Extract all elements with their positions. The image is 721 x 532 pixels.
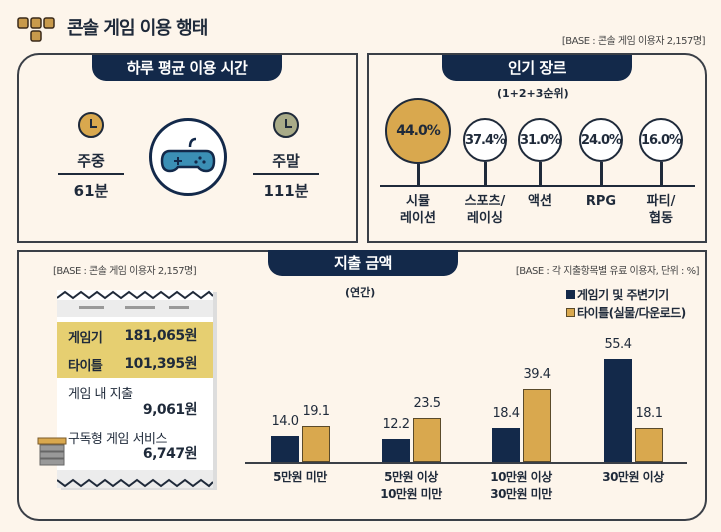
base-note-left: [BASE : 콘솔 게임 이용자 2,157명] xyxy=(53,266,197,277)
genre-bubble: 24.0% xyxy=(579,118,623,162)
legend-swatch xyxy=(566,308,575,317)
weekday-label: 주중 xyxy=(77,152,105,170)
receipt-label: 구독형 게임 서비스 xyxy=(68,432,167,447)
data-label: 14.0 xyxy=(271,413,299,429)
genre-bubble: 44.0% xyxy=(385,98,451,164)
data-label: 23.5 xyxy=(413,396,441,412)
bar xyxy=(413,418,441,462)
category-label: 5만원 미만 xyxy=(273,470,327,484)
genre-stem xyxy=(660,162,663,185)
receipt-value: 6,747원 xyxy=(142,446,198,462)
genre-bubble: 31.0% xyxy=(518,118,562,162)
base-note-right: [BASE : 각 지출항목별 유료 이용자, 단위 : %] xyxy=(515,266,700,277)
weekday-value: 61분 xyxy=(73,182,109,200)
bar xyxy=(382,439,410,462)
receipt-value: 101,395원 xyxy=(124,356,197,372)
genre-label: 스포츠/ xyxy=(464,194,506,209)
genre-label: 액션 xyxy=(528,194,552,209)
receipt-label: 게임기 xyxy=(68,331,103,346)
genre-stem xyxy=(417,164,420,185)
daily-time-title: 하루 평균 이용 시간 xyxy=(92,55,282,81)
bar xyxy=(492,427,520,462)
clock-icon xyxy=(78,112,104,138)
category-label: 30만원 미만 xyxy=(490,487,552,501)
divider xyxy=(253,173,319,175)
gamepad-icon xyxy=(149,118,227,196)
page-title: 콘솔 게임 이용 행태 xyxy=(67,18,208,39)
receipt-label: 게임 내 지출 xyxy=(68,387,133,402)
genres-title: 인기 장르 xyxy=(442,55,632,81)
receipt-value: 9,061원 xyxy=(142,402,198,418)
legend-label: 게임기 및 주변기기 xyxy=(577,288,669,302)
receipt-label: 타이틀 xyxy=(68,359,103,374)
data-label: 19.1 xyxy=(302,404,330,420)
genre-stem xyxy=(484,162,487,185)
dpad-icon xyxy=(17,17,55,42)
spending-subtitle: (연간) xyxy=(345,286,376,299)
genres-subtitle: (1+2+3순위) xyxy=(497,87,569,100)
bar xyxy=(523,388,551,462)
genre-label: 파티/ xyxy=(646,194,676,209)
data-label: 18.1 xyxy=(635,406,663,422)
category-label: 5만원 이상 xyxy=(384,470,438,484)
base-note: [BASE : 콘솔 게임 이용자 2,157명] xyxy=(561,36,706,47)
genre-baseline xyxy=(380,185,695,187)
bar xyxy=(604,359,632,462)
data-label: 55.4 xyxy=(604,337,632,352)
receipt xyxy=(57,290,213,488)
data-label: 39.4 xyxy=(523,366,551,382)
legend-swatch xyxy=(566,290,575,299)
genre-bubble: 37.4% xyxy=(463,118,507,162)
receipt-value: 181,065원 xyxy=(124,328,197,344)
genre-stem xyxy=(539,162,542,185)
data-label: 18.4 xyxy=(492,405,520,421)
bar xyxy=(302,426,330,462)
divider xyxy=(58,173,124,175)
data-label: 12.2 xyxy=(382,417,410,433)
spending-title: 지출 금액 xyxy=(268,250,458,276)
genre-label: RPG xyxy=(585,194,617,209)
category-label: 10만원 미만 xyxy=(380,487,442,501)
weekend-label: 주말 xyxy=(272,152,300,170)
x-axis xyxy=(245,462,687,464)
category-label: 10만원 이상 xyxy=(490,470,552,484)
genre-label: 시뮬 xyxy=(406,194,430,209)
coins-icon xyxy=(37,437,67,466)
genre-label: 레이션 xyxy=(400,211,436,226)
category-label: 30만원 이상 xyxy=(602,470,664,484)
legend-label: 타이틀(실물/다운로드) xyxy=(577,306,686,320)
genre-bubble: 16.0% xyxy=(639,118,683,162)
clock-icon xyxy=(273,112,299,138)
genre-label: 레이싱 xyxy=(467,211,503,226)
genre-label: 협동 xyxy=(649,211,673,226)
bar xyxy=(635,428,663,462)
genre-stem xyxy=(600,162,603,185)
bar xyxy=(271,435,299,462)
weekend-value: 111분 xyxy=(263,182,309,200)
